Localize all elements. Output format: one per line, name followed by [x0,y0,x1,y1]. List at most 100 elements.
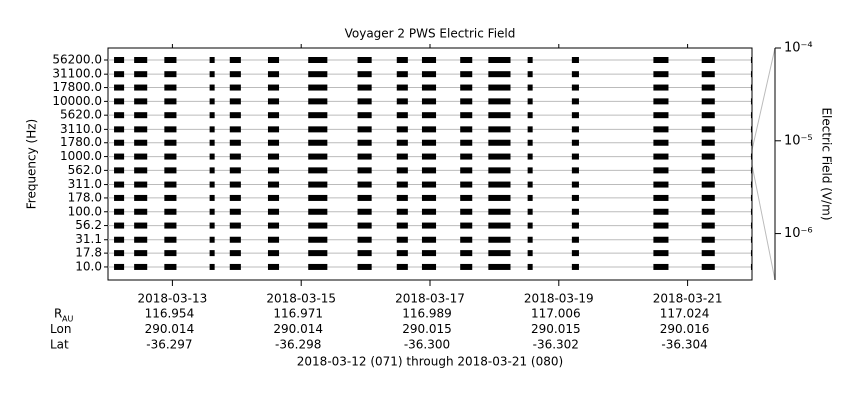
data-block [308,112,328,119]
data-block [308,98,328,105]
data-block [267,181,280,188]
data-block [229,126,241,133]
ephemeris-value: 117.006 [531,307,581,321]
data-block [653,222,669,229]
data-block [421,84,437,91]
data-block [396,181,408,188]
x-tick-label: 2018-03-15 [266,292,336,306]
colorbar-label: Electric Field (V/m) [820,107,834,220]
data-block [571,126,579,133]
data-block [267,236,280,243]
data-block [750,153,752,160]
data-block [267,98,280,105]
data-block [114,250,125,257]
y-tick-label: 10.0 [75,259,102,273]
data-block [421,236,437,243]
data-block [209,263,215,270]
data-block [460,153,473,160]
data-block [229,56,241,63]
ephemeris-value: -36.304 [661,338,707,352]
data-block [701,222,715,229]
data-block [308,56,328,63]
data-block [571,167,579,174]
data-block [421,222,437,229]
data-block [460,194,473,201]
data-block [527,181,533,188]
data-block [421,71,437,78]
data-block [460,126,473,133]
data-block [571,56,579,63]
y-tick-label: 178.0 [68,190,102,204]
data-block [308,139,328,146]
data-block [134,194,148,201]
data-block [653,194,669,201]
data-block [571,236,579,243]
data-block [357,263,372,270]
data-block [421,139,437,146]
y-tick-label: 3110.0 [60,122,102,136]
data-block [134,236,148,243]
data-block [701,167,715,174]
data-block [488,167,511,174]
ephemeris-value: -36.297 [146,338,192,352]
data-block [164,112,177,119]
y-tick-label: 1000.0 [60,149,102,163]
data-block [571,139,579,146]
y-tick-label: 562.0 [68,163,102,177]
data-block [653,236,669,243]
data-block [460,56,473,63]
ephemeris-value: 290.014 [273,322,323,336]
data-block [653,263,669,270]
data-block [701,181,715,188]
data-block [571,98,579,105]
data-block [701,98,715,105]
chart-title: Voyager 2 PWS Electric Field [345,27,516,41]
data-block [134,263,148,270]
data-block [750,56,752,63]
ephemeris-value: 116.954 [145,307,195,321]
data-block [460,139,473,146]
ephemeris-value: -36.298 [275,338,321,352]
data-block [527,139,533,146]
data-block [114,84,125,91]
data-block [488,84,511,91]
ephemeris-value: 290.015 [402,322,452,336]
data-block [571,153,579,160]
data-block [460,84,473,91]
x-tick-label: 2018-03-17 [395,292,465,306]
data-block [653,153,669,160]
data-block [396,167,408,174]
data-block [357,153,372,160]
data-block [134,153,148,160]
x-tick-label: 2018-03-19 [524,292,594,306]
data-block [308,84,328,91]
data-block [571,194,579,201]
data-block [488,208,511,215]
data-block [460,263,473,270]
data-block [488,56,511,63]
data-block [653,167,669,174]
y-axis-label: Frequency (Hz) [25,119,39,210]
colorbar-tick-label: 10⁻⁶ [784,226,813,241]
data-block [488,236,511,243]
data-block [229,236,241,243]
data-block [488,250,511,257]
data-block [357,98,372,105]
data-block [527,208,533,215]
data-block [229,194,241,201]
data-block [267,71,280,78]
x-tick-label: 2018-03-13 [138,292,208,306]
y-tick-label: 31100.0 [52,67,102,81]
data-block [396,56,408,63]
data-block [701,236,715,243]
ephemeris-label: R [54,307,62,321]
data-block [164,139,177,146]
data-block [396,139,408,146]
data-block [421,250,437,257]
y-tick-label: 311.0 [68,177,102,191]
data-block [229,222,241,229]
data-block [357,222,372,229]
data-block [308,236,328,243]
data-block [653,139,669,146]
data-block [750,126,752,133]
